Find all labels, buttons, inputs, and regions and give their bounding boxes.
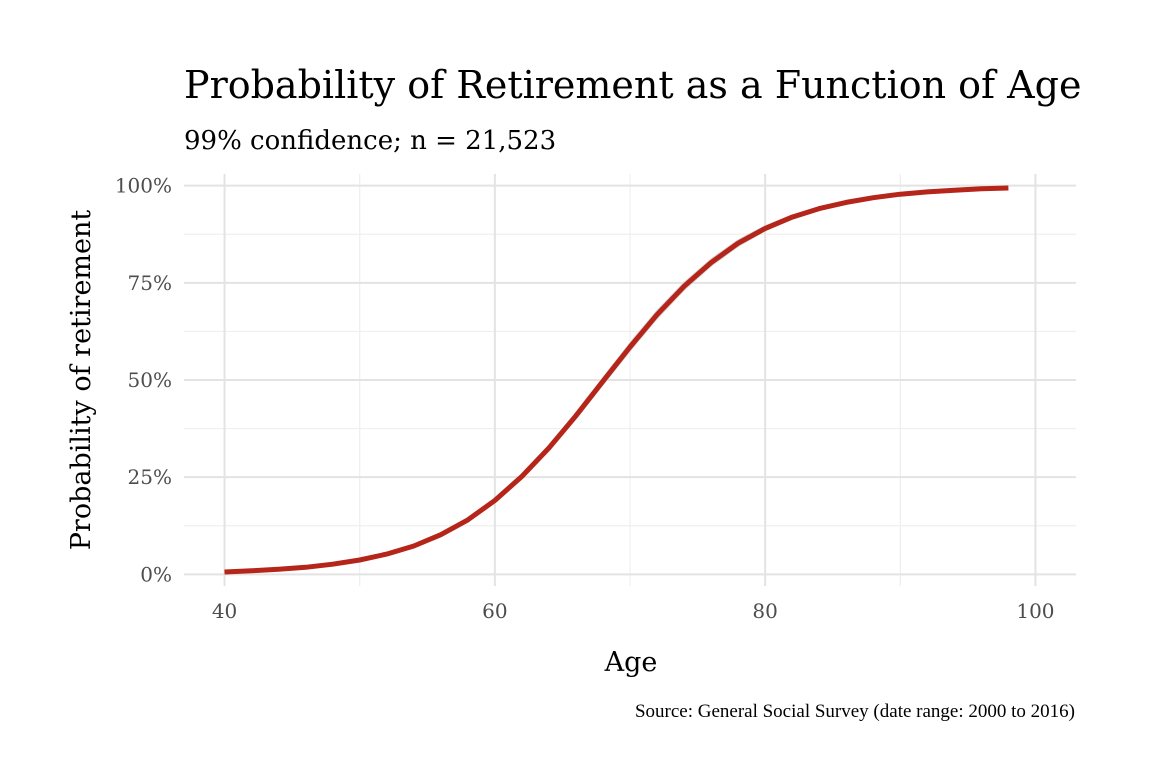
chart-subtitle: 99% confidence; n = 21,523 — [184, 126, 556, 156]
y-tick-label: 0% — [140, 562, 172, 586]
x-tick-label: 40 — [212, 599, 237, 623]
x-tick-label: 80 — [752, 599, 777, 623]
y-tick-label: 50% — [128, 368, 172, 392]
chart-caption: Source: General Social Survey (date rang… — [635, 701, 1075, 722]
fitted-line-layer — [224, 185, 1009, 575]
minor-gridlines — [184, 174, 1076, 586]
major-gridlines — [184, 174, 1076, 586]
probability-line — [224, 185, 1009, 575]
y-tick-label: 100% — [115, 174, 172, 198]
y-axis-ticks: 0% 25% 50% 75% 100% — [115, 174, 172, 587]
x-axis-ticks: 40 60 80 100 — [212, 599, 1055, 623]
chart-title: Probability of Retirement as a Function … — [184, 63, 1081, 107]
x-tick-label: 100 — [1016, 599, 1054, 623]
x-axis-title: Age — [604, 647, 658, 678]
y-tick-label: 25% — [128, 465, 172, 489]
x-tick-label: 60 — [482, 599, 507, 623]
y-axis-title: Probability of retirement — [66, 210, 97, 551]
y-tick-label: 75% — [128, 271, 172, 295]
